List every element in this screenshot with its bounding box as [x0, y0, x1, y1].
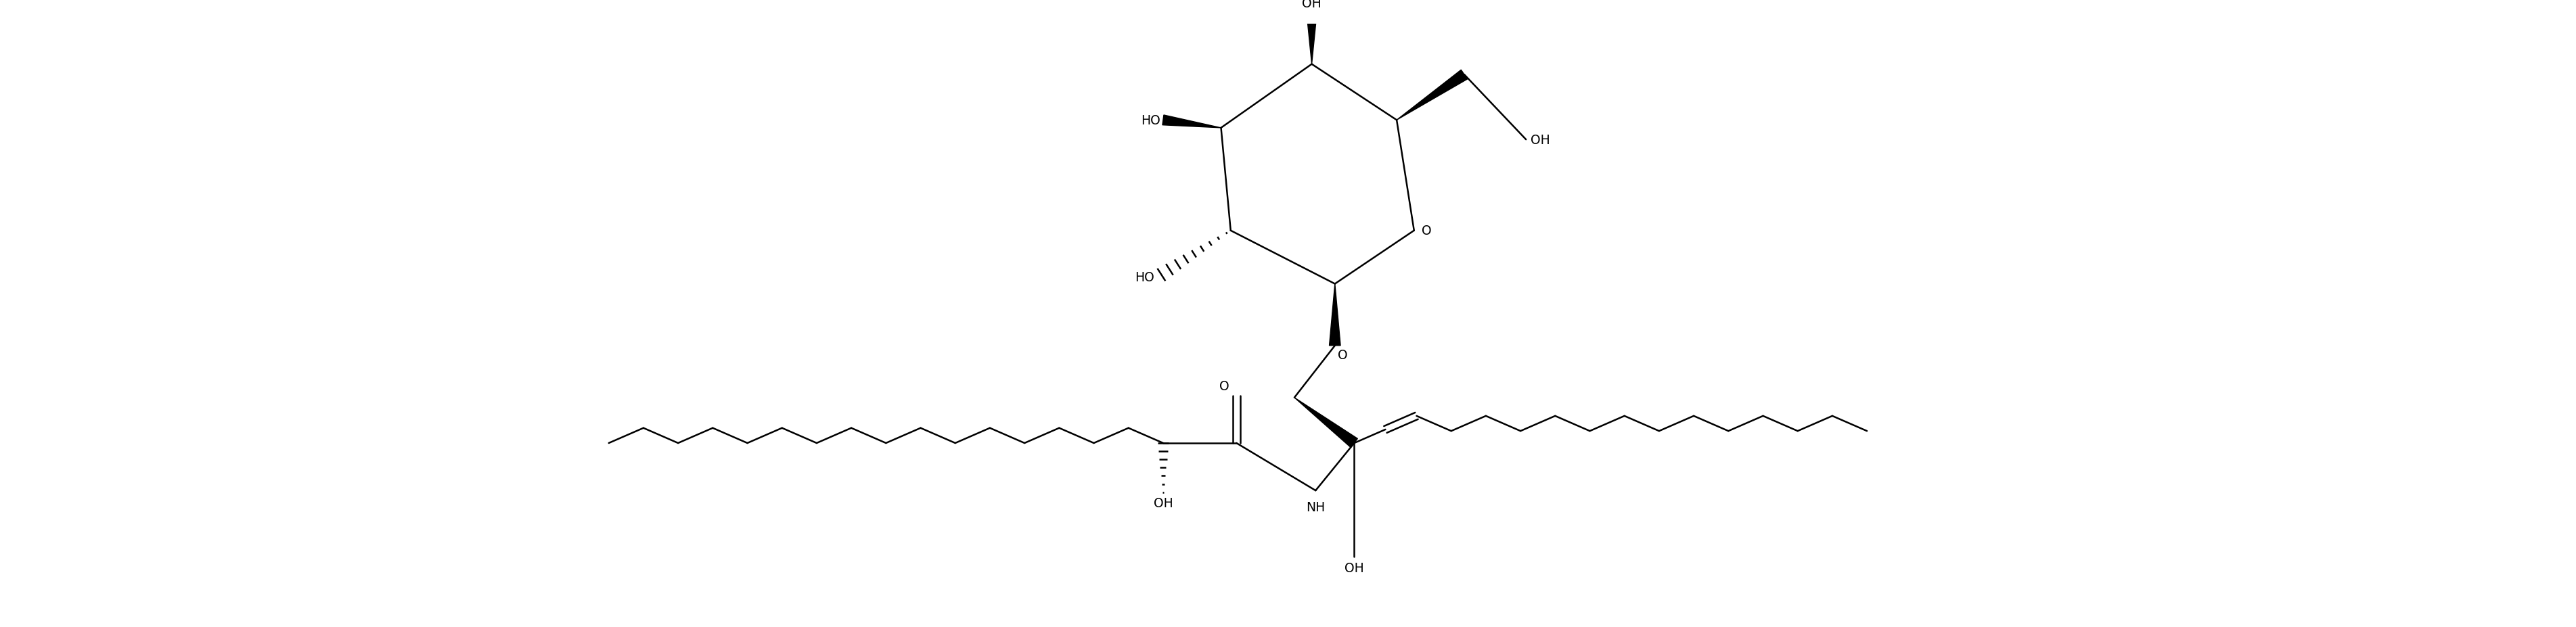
Polygon shape [1306, 14, 1316, 65]
Text: OH: OH [1345, 561, 1363, 574]
Polygon shape [1293, 398, 1358, 448]
Text: O: O [1422, 224, 1432, 237]
Text: OH: OH [1301, 0, 1321, 10]
Polygon shape [1162, 115, 1221, 129]
Text: HO: HO [1141, 114, 1159, 127]
Text: NH: NH [1306, 501, 1324, 514]
Text: O: O [1218, 379, 1229, 393]
Text: OH: OH [1154, 497, 1172, 510]
Polygon shape [1396, 70, 1468, 120]
Polygon shape [1329, 284, 1340, 346]
Text: OH: OH [1530, 134, 1551, 146]
Text: O: O [1337, 349, 1347, 361]
Text: HO: HO [1136, 271, 1154, 284]
